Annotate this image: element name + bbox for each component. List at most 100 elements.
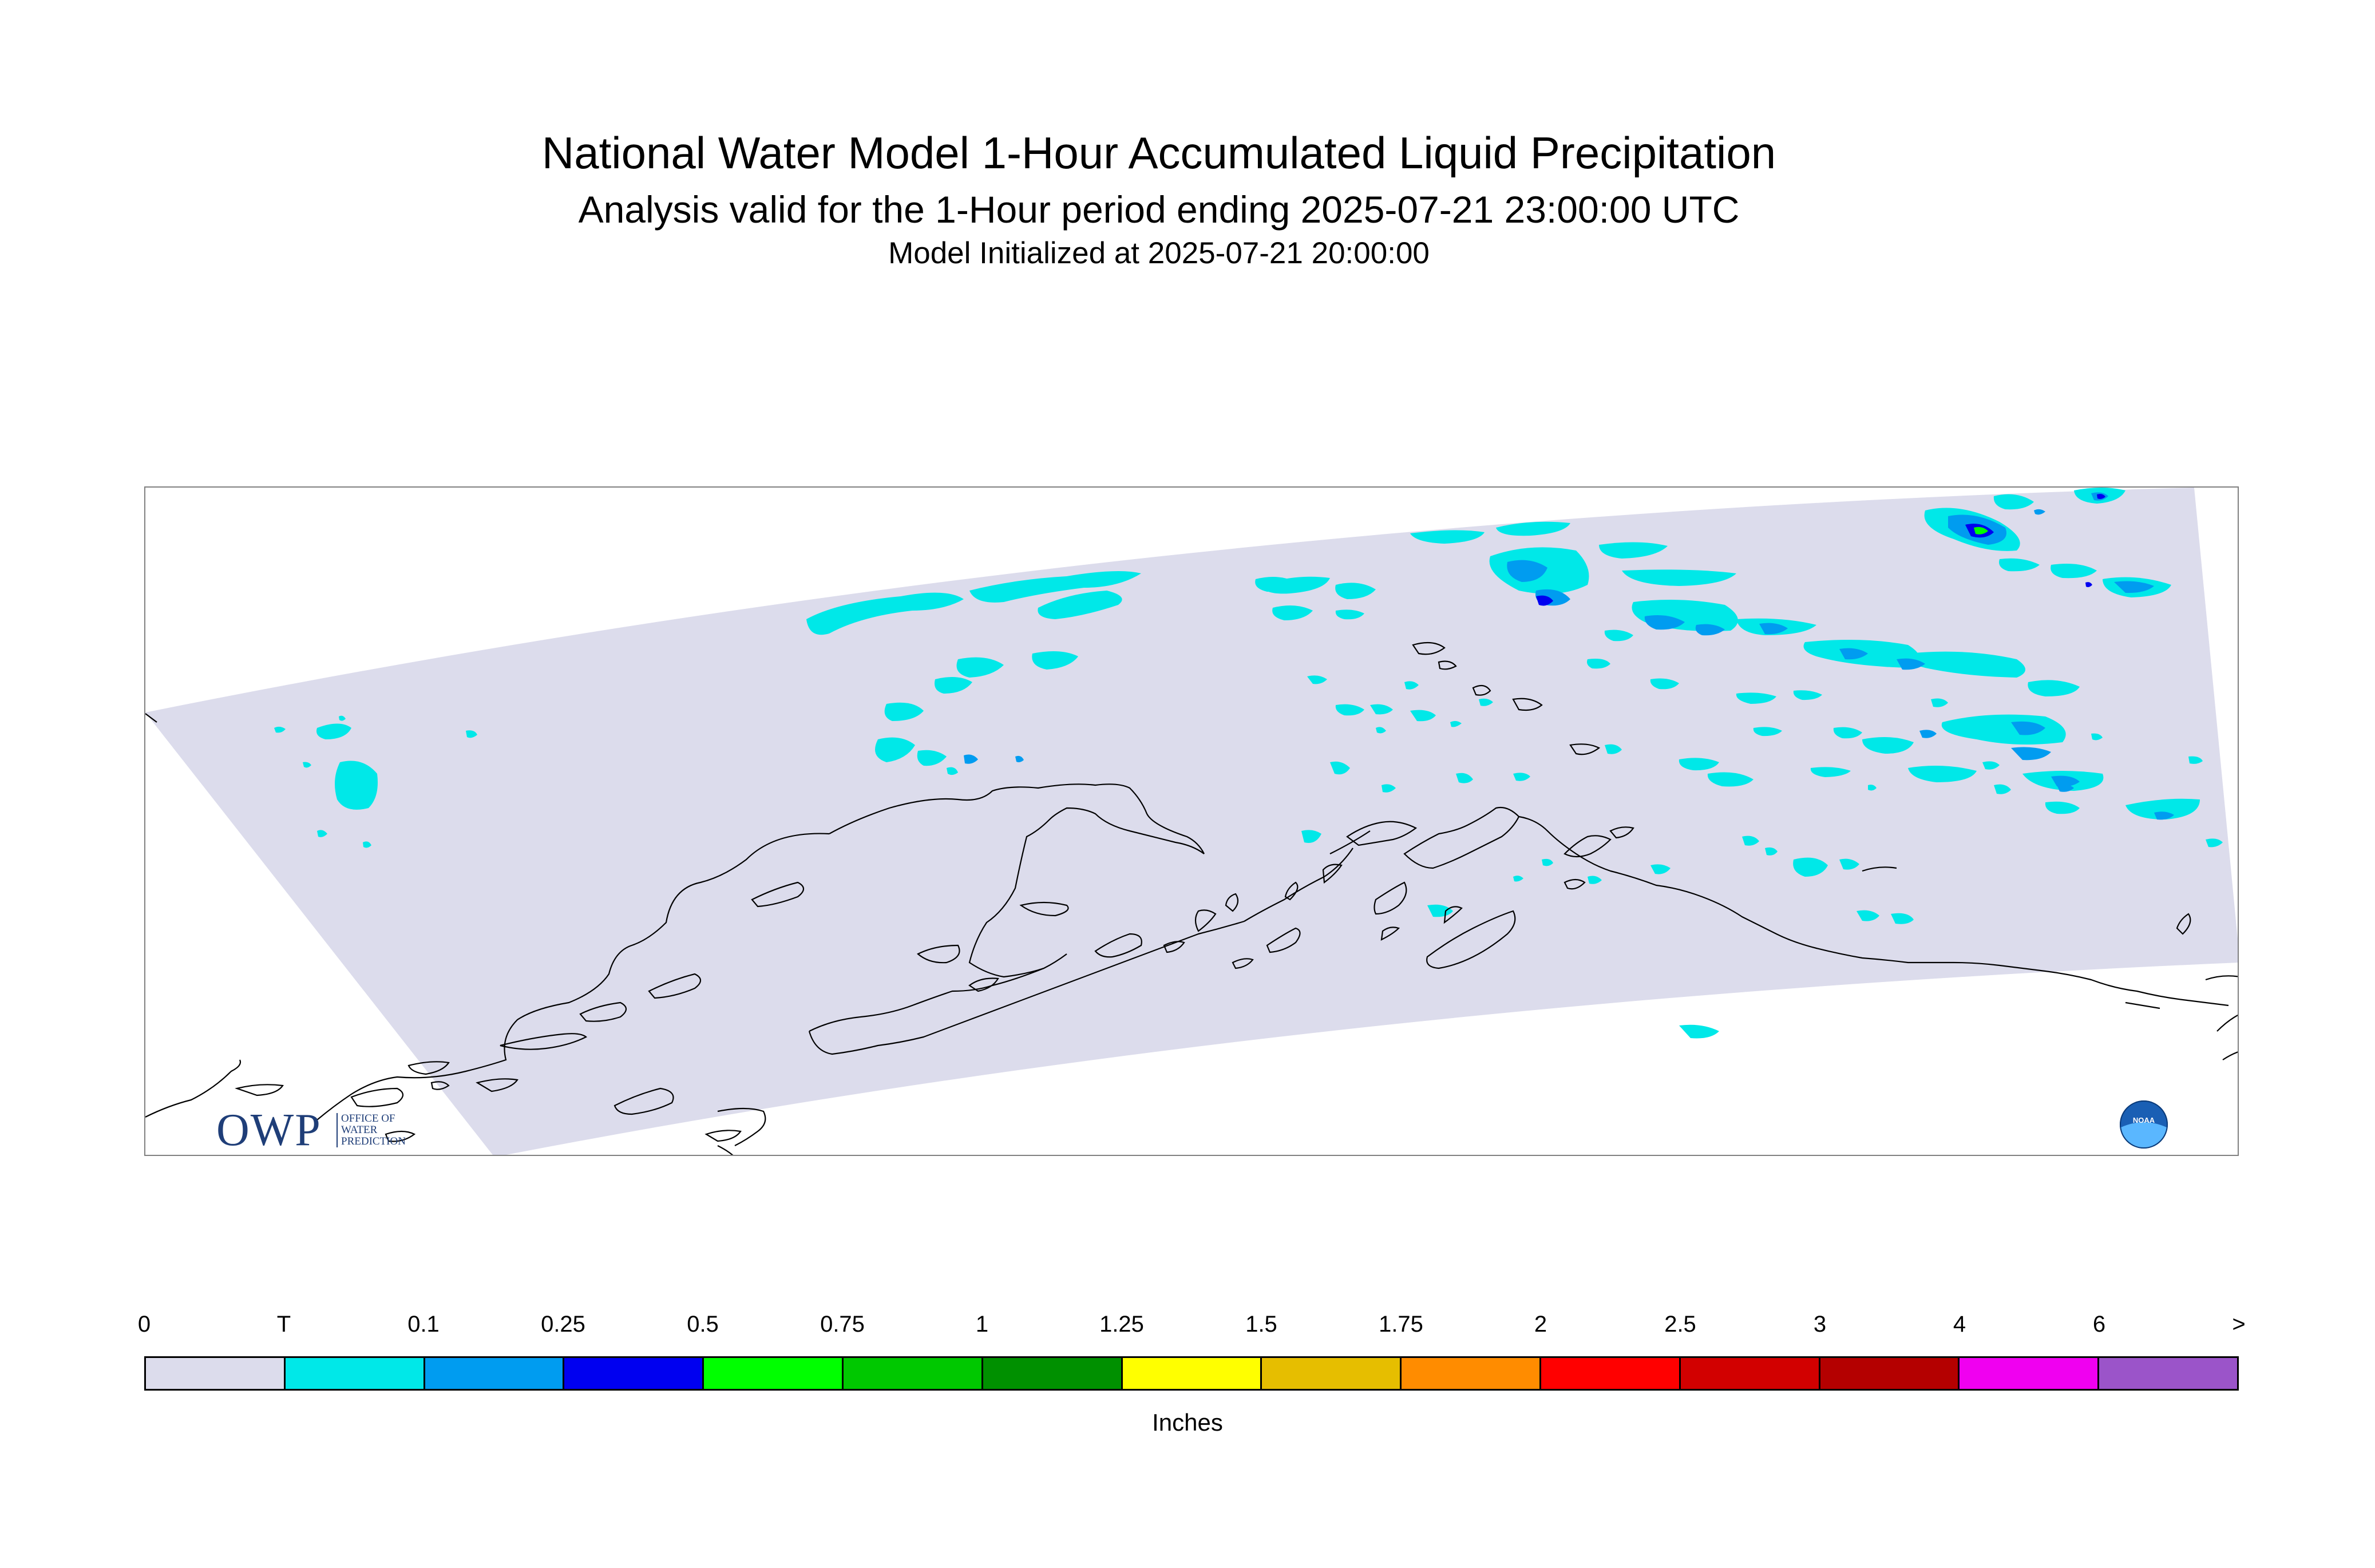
precip-patch xyxy=(1542,858,1553,866)
precip-patch xyxy=(1536,595,1553,606)
precip-patch xyxy=(2188,756,2203,764)
legend-swatch xyxy=(1122,1358,1262,1389)
precip-patch xyxy=(1335,583,1376,599)
map-title: National Water Model 1-Hour Accumulated … xyxy=(541,128,1776,178)
precip-patch xyxy=(1862,737,1914,754)
precip-patch xyxy=(1931,698,1948,707)
precip-patch xyxy=(1857,910,1879,921)
map-subtitle: Analysis valid for the 1-Hour period end… xyxy=(578,188,1740,231)
coastline xyxy=(2176,913,2191,935)
precip-patch xyxy=(2045,801,2080,814)
color-legend-bar xyxy=(144,1356,2239,1391)
precip-patch xyxy=(2154,811,2174,820)
precip-patch xyxy=(875,737,915,762)
coastline xyxy=(1563,878,1586,890)
precip-patch xyxy=(1868,785,1877,791)
precip-patch xyxy=(1479,698,1493,706)
precip-patch xyxy=(1496,521,1570,536)
precip-patch xyxy=(1410,710,1436,722)
precip-heavy-areas xyxy=(1974,526,1988,534)
owp-logo-subtitle: OFFICE OF WATER PREDICTION xyxy=(337,1113,406,1147)
precip-patch xyxy=(1427,904,1453,917)
precip-patch xyxy=(1604,629,1633,642)
precip-patch xyxy=(1605,744,1622,754)
coastline xyxy=(1322,864,1343,884)
coastline xyxy=(829,783,1205,978)
legend-tick: 1 xyxy=(975,1312,989,1337)
precip-moderate-areas xyxy=(1536,494,2105,606)
coastline xyxy=(1373,881,1407,915)
precip-patch xyxy=(1038,591,1122,619)
coastline xyxy=(500,1033,588,1050)
precip-patch xyxy=(1513,876,1523,882)
precip-patch xyxy=(806,592,964,635)
coastline xyxy=(385,1130,416,1142)
precip-patch xyxy=(2091,733,2103,741)
precip-patch xyxy=(1679,758,1719,771)
precip-patch xyxy=(964,754,978,764)
coastline xyxy=(751,881,805,908)
precipitation-map xyxy=(144,486,2239,1156)
precip-patch xyxy=(1301,830,1321,843)
precip-patch xyxy=(1974,526,1988,534)
precip-patch xyxy=(317,830,327,837)
coastline xyxy=(235,1084,284,1096)
owp-logo-letters: OWP xyxy=(216,1105,322,1155)
precip-patch xyxy=(1695,624,1725,636)
precip-patch xyxy=(1833,727,1862,739)
precip-patch xyxy=(1622,569,1736,586)
coastline xyxy=(1232,958,1254,969)
precip-patch xyxy=(1644,615,1685,630)
legend-tick: 3 xyxy=(1813,1312,1827,1337)
precip-patch xyxy=(1015,755,1024,762)
coastline xyxy=(1380,926,1400,941)
coastline xyxy=(2125,1001,2160,1009)
legend-tick: 0.5 xyxy=(687,1312,719,1337)
precip-patch xyxy=(1679,1024,1719,1039)
coastline xyxy=(717,1107,766,1146)
legend-swatch xyxy=(146,1358,286,1389)
precip-patch xyxy=(1330,761,1350,775)
precip-patch xyxy=(1897,658,1925,670)
coastline xyxy=(1609,826,1634,839)
precip-patch xyxy=(1335,609,1364,620)
legend-swatch xyxy=(1262,1358,1402,1389)
precip-patch xyxy=(1450,720,1462,727)
precip-patch xyxy=(917,750,947,766)
coastline xyxy=(648,973,702,999)
precip-patch xyxy=(1793,690,1822,700)
legend-tick: 0.75 xyxy=(820,1312,865,1337)
precip-patch xyxy=(969,571,1141,603)
precip-patch xyxy=(1404,681,1419,690)
coastline xyxy=(808,920,1245,1055)
precip-patch xyxy=(1753,727,1782,737)
precip-patch xyxy=(1993,494,2034,510)
legend-tick: T xyxy=(276,1312,291,1337)
precip-patch xyxy=(2011,747,2051,761)
legend-units-label: Inches xyxy=(1152,1409,1223,1436)
coastline xyxy=(1569,743,1601,755)
precip-patch xyxy=(1736,692,1776,704)
precip-patch xyxy=(1456,773,1473,783)
noaa-logo-text: NOAA xyxy=(2133,1116,2155,1124)
precip-patch xyxy=(1742,836,1759,846)
coastline xyxy=(917,944,960,964)
precip-patch xyxy=(1793,857,1828,877)
legend-swatch xyxy=(983,1358,1123,1389)
coastline xyxy=(145,713,157,723)
precip-patch xyxy=(1513,773,1530,781)
precip-patch xyxy=(1839,648,1868,660)
coastline xyxy=(2216,1014,2238,1032)
coastline xyxy=(809,967,1044,1032)
coastline xyxy=(2222,1051,2238,1060)
precip-patch xyxy=(1891,913,1914,924)
coastline xyxy=(1194,909,1217,932)
precip-patch xyxy=(2085,582,2092,587)
precip-patch xyxy=(316,723,351,739)
precip-patch xyxy=(2114,581,2154,593)
coastline xyxy=(1346,821,1418,846)
precip-patch xyxy=(466,730,477,738)
coastline xyxy=(316,833,830,1120)
precip-patch xyxy=(2028,680,2080,696)
precip-patch xyxy=(1810,767,1851,777)
